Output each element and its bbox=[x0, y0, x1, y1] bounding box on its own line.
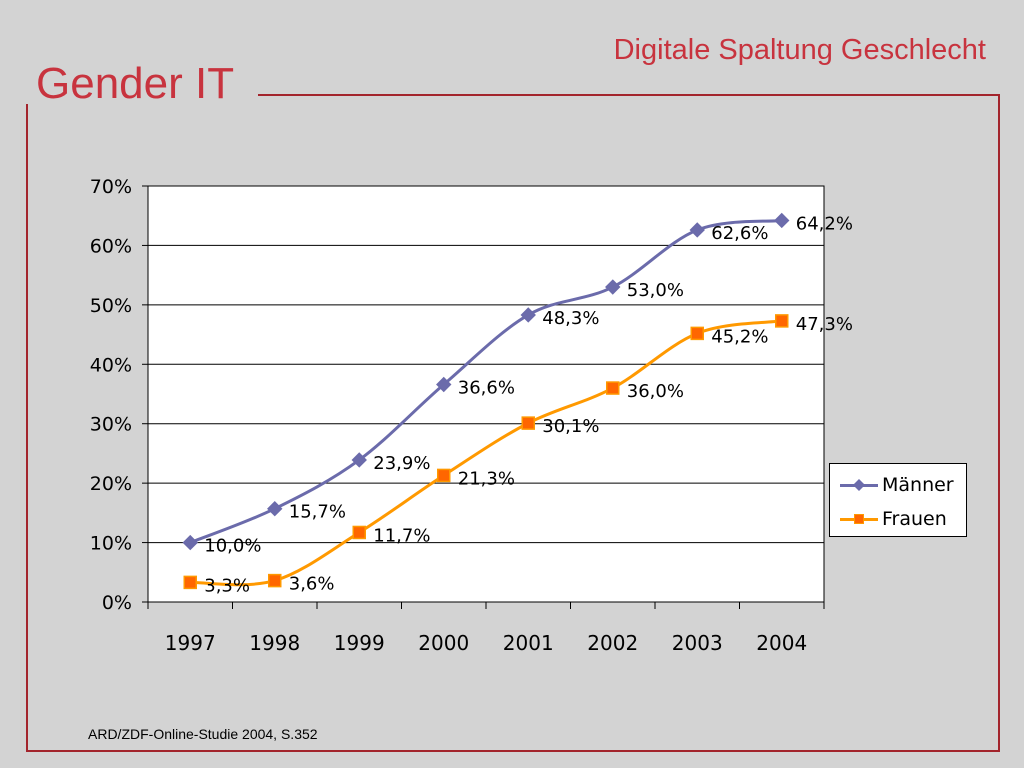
legend-item-frauen: Frauen bbox=[838, 507, 947, 531]
data-label-frauen: 11,7% bbox=[373, 525, 430, 546]
data-point-frauen bbox=[183, 575, 197, 590]
y-tick-label: 0% bbox=[102, 592, 132, 614]
axes bbox=[147, 185, 825, 609]
data-label-frauen: 3,6% bbox=[289, 574, 335, 595]
legend: Männer Frauen bbox=[829, 463, 967, 537]
data-point-maenner bbox=[267, 500, 283, 517]
x-tick-label: 1997 bbox=[165, 631, 216, 655]
data-point-maenner bbox=[436, 376, 452, 393]
data-label-maenner: 64,2% bbox=[796, 213, 853, 234]
data-label-maenner: 62,6% bbox=[711, 223, 768, 244]
x-tick-label: 2003 bbox=[672, 631, 723, 655]
x-tick-labels: 1997 1998 1999 2000 2001 2002 2003 2004 bbox=[165, 631, 807, 655]
data-point-maenner bbox=[182, 534, 198, 551]
page-title: Gender IT bbox=[36, 59, 235, 108]
data-point-maenner bbox=[605, 279, 621, 295]
data-label-frauen: 36,0% bbox=[627, 381, 684, 402]
data-labels: 10,0% 15,7% 23,9% 36,6% 48,3% 53,0% 62,6% 64,2%… bbox=[204, 213, 853, 596]
page-subtitle: Digitale Spaltung Geschlecht bbox=[613, 34, 986, 66]
legend-label-maenner: Männer bbox=[882, 474, 954, 496]
source-note: ARD/ZDF-Online-Studie 2004, S.352 bbox=[88, 726, 318, 742]
x-tick-label: 1998 bbox=[249, 631, 300, 655]
legend-item-maenner: Männer bbox=[838, 473, 954, 497]
data-label-maenner: 23,9% bbox=[373, 453, 430, 474]
x-tick-label: 2000 bbox=[418, 631, 469, 655]
data-label-frauen: 3,3% bbox=[204, 575, 250, 596]
data-point-maenner bbox=[774, 212, 790, 229]
data-label-maenner: 48,3% bbox=[542, 308, 599, 329]
data-point-frauen bbox=[521, 416, 535, 430]
legend-swatch-frauen bbox=[838, 509, 880, 529]
x-tick-label: 2002 bbox=[587, 631, 638, 655]
data-point-frauen bbox=[268, 573, 282, 588]
data-point-frauen bbox=[775, 314, 789, 328]
data-point-maenner bbox=[689, 222, 705, 238]
y-tick-label: 10% bbox=[90, 533, 132, 555]
data-label-maenner: 15,7% bbox=[289, 502, 346, 523]
data-point-frauen bbox=[690, 326, 704, 341]
y-tick-label: 70% bbox=[90, 176, 132, 198]
legend-label-frauen: Frauen bbox=[882, 508, 947, 530]
data-point-maenner bbox=[351, 452, 367, 468]
y-tick-label: 50% bbox=[90, 295, 132, 317]
frame-line-right bbox=[998, 94, 1000, 752]
y-tick-label: 60% bbox=[90, 235, 132, 257]
data-point-frauen bbox=[437, 468, 451, 483]
data-point-frauen bbox=[606, 381, 620, 395]
y-tick-label: 40% bbox=[90, 354, 132, 376]
frame-line-top bbox=[258, 94, 1000, 96]
frame-line-left bbox=[26, 104, 28, 752]
data-label-frauen: 30,1% bbox=[542, 416, 599, 437]
x-tick-label: 2004 bbox=[756, 631, 807, 655]
y-tick-label: 20% bbox=[90, 473, 132, 495]
data-label-maenner: 36,6% bbox=[458, 377, 515, 398]
series-group bbox=[182, 212, 790, 590]
x-tick-label: 1999 bbox=[334, 631, 385, 655]
data-label-frauen: 21,3% bbox=[458, 468, 515, 489]
y-tick-labels: 0% 10% 20% 30% 40% 50% 60% 70% bbox=[90, 176, 132, 614]
data-label-frauen: 47,3% bbox=[796, 314, 853, 335]
data-label-maenner: 10,0% bbox=[204, 536, 261, 557]
data-point-frauen bbox=[352, 525, 366, 540]
frame-line-bottom bbox=[26, 750, 1000, 752]
series-line-maenner bbox=[189, 218, 782, 544]
y-tick-label: 30% bbox=[90, 414, 132, 436]
data-label-frauen: 45,2% bbox=[711, 326, 768, 347]
x-tick-label: 2001 bbox=[503, 631, 554, 655]
series-line-frauen bbox=[190, 319, 782, 587]
plot-area bbox=[148, 186, 824, 602]
data-point-maenner bbox=[520, 307, 536, 323]
legend-swatch-maenner bbox=[838, 475, 880, 495]
data-label-maenner: 53,0% bbox=[627, 280, 684, 301]
